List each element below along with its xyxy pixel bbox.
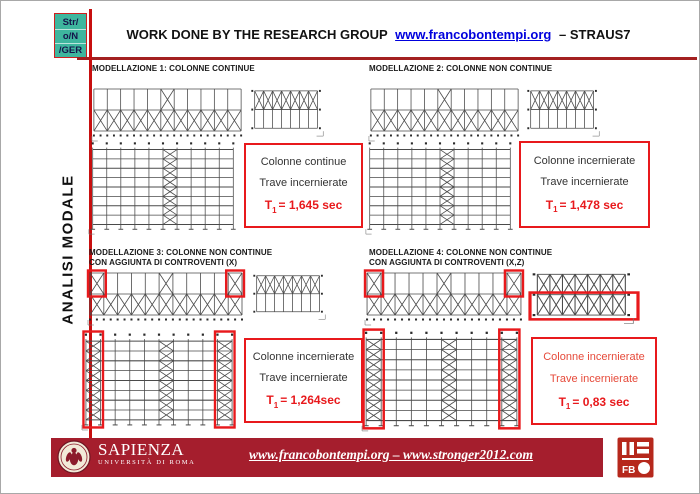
model-3-beams-label: Trave incernierate xyxy=(259,372,348,385)
sapienza-wordmark: SAPIENZA UNIVERSITÀ DI ROMA xyxy=(98,440,196,467)
footer-bar xyxy=(51,438,603,477)
model-4-result-box: Colonne incernierate Trave incernierate … xyxy=(531,337,657,425)
model-2-title: MODELLAZIONE 2: COLONNE NON CONTINUE xyxy=(369,64,553,73)
model-2-multistory-diagram xyxy=(365,142,513,235)
institution-subtitle: UNIVERSITÀ DI ROMA xyxy=(98,459,196,466)
model-1-elevation-diagram xyxy=(91,88,243,142)
model-2-elevation-diagram xyxy=(368,88,520,142)
model-3-sideview-diagram xyxy=(253,274,326,320)
header-website-link[interactable]: www.francobontempi.org xyxy=(395,27,552,42)
model-3-multistory-diagram xyxy=(81,330,236,431)
header-divider-line xyxy=(77,57,697,60)
seal-initials: FB xyxy=(622,465,635,476)
logo-text: Str/ xyxy=(55,16,86,30)
slide-title: WORK DONE BY THE RESEARCH GROUP www.fran… xyxy=(96,27,661,42)
model-2-columns-label: Colonne incernierate xyxy=(533,154,636,167)
model-2-period-value: T1 = 1,478 sec xyxy=(545,197,624,215)
sapienza-emblem-icon xyxy=(57,440,91,474)
model-3-elevation-diagram xyxy=(86,269,246,326)
model-1-title: MODELLAZIONE 1: COLONNE CONTINUE xyxy=(92,64,255,73)
logo-text: o/N xyxy=(55,30,86,44)
model-4-title: MODELLAZIONE 4: COLONNE NON CONTINUE CON… xyxy=(369,248,553,267)
model-3-period-value: T1 = 1,264sec xyxy=(266,393,341,410)
model-1-beams-label: Trave incernierate xyxy=(259,177,348,190)
franco-bontempi-seal-icon: FB xyxy=(617,437,654,478)
model-1-period-value: T1 = 1,645 sec xyxy=(264,198,343,215)
model-4-columns-label: Colonne incernierate xyxy=(543,350,645,363)
footer-websites-link[interactable]: www.francobontempi.org – www.stronger201… xyxy=(248,447,534,462)
model-4-multistory-diagram xyxy=(361,328,521,432)
model-3-result-box: Colonne incernierate Trave incernierate … xyxy=(244,338,363,423)
model-4-beams-label: Trave incernierate xyxy=(549,372,639,385)
model-2-result-box: Colonne incernierate Trave incernierate … xyxy=(519,141,650,228)
section-label-analisi-modale: ANALISI MODALE xyxy=(59,174,77,325)
model-1-multistory-diagram xyxy=(88,142,236,235)
slide-title-suffix: – STRAUS7 xyxy=(558,27,631,42)
model-2-beams-label: Trave incernierate xyxy=(540,176,629,189)
model-4-elevation-diagram xyxy=(363,269,525,326)
model-1-columns-label: Colonne continue xyxy=(260,156,347,169)
model-3-title: MODELLAZIONE 3: COLONNE NON CONTINUE CON… xyxy=(89,248,273,267)
stronger-project-logo: Str/ o/N /GER xyxy=(54,13,87,58)
slide-title-text: WORK DONE BY THE RESEARCH GROUP xyxy=(126,27,388,42)
model-1-sideview-diagram xyxy=(251,89,324,137)
model-3-columns-label: Colonne incernierate xyxy=(252,351,355,364)
model-4-period-value: T1 = 0,83 sec xyxy=(558,394,630,412)
institution-name: SAPIENZA xyxy=(98,440,185,459)
model-4-sideview-diagram xyxy=(528,273,640,324)
model-2-sideview-diagram xyxy=(527,89,600,137)
left-divider-line xyxy=(89,9,92,438)
logo-text: /GER xyxy=(58,45,83,56)
model-1-result-box: Colonne continue Trave incernierate T1 = … xyxy=(244,143,363,228)
